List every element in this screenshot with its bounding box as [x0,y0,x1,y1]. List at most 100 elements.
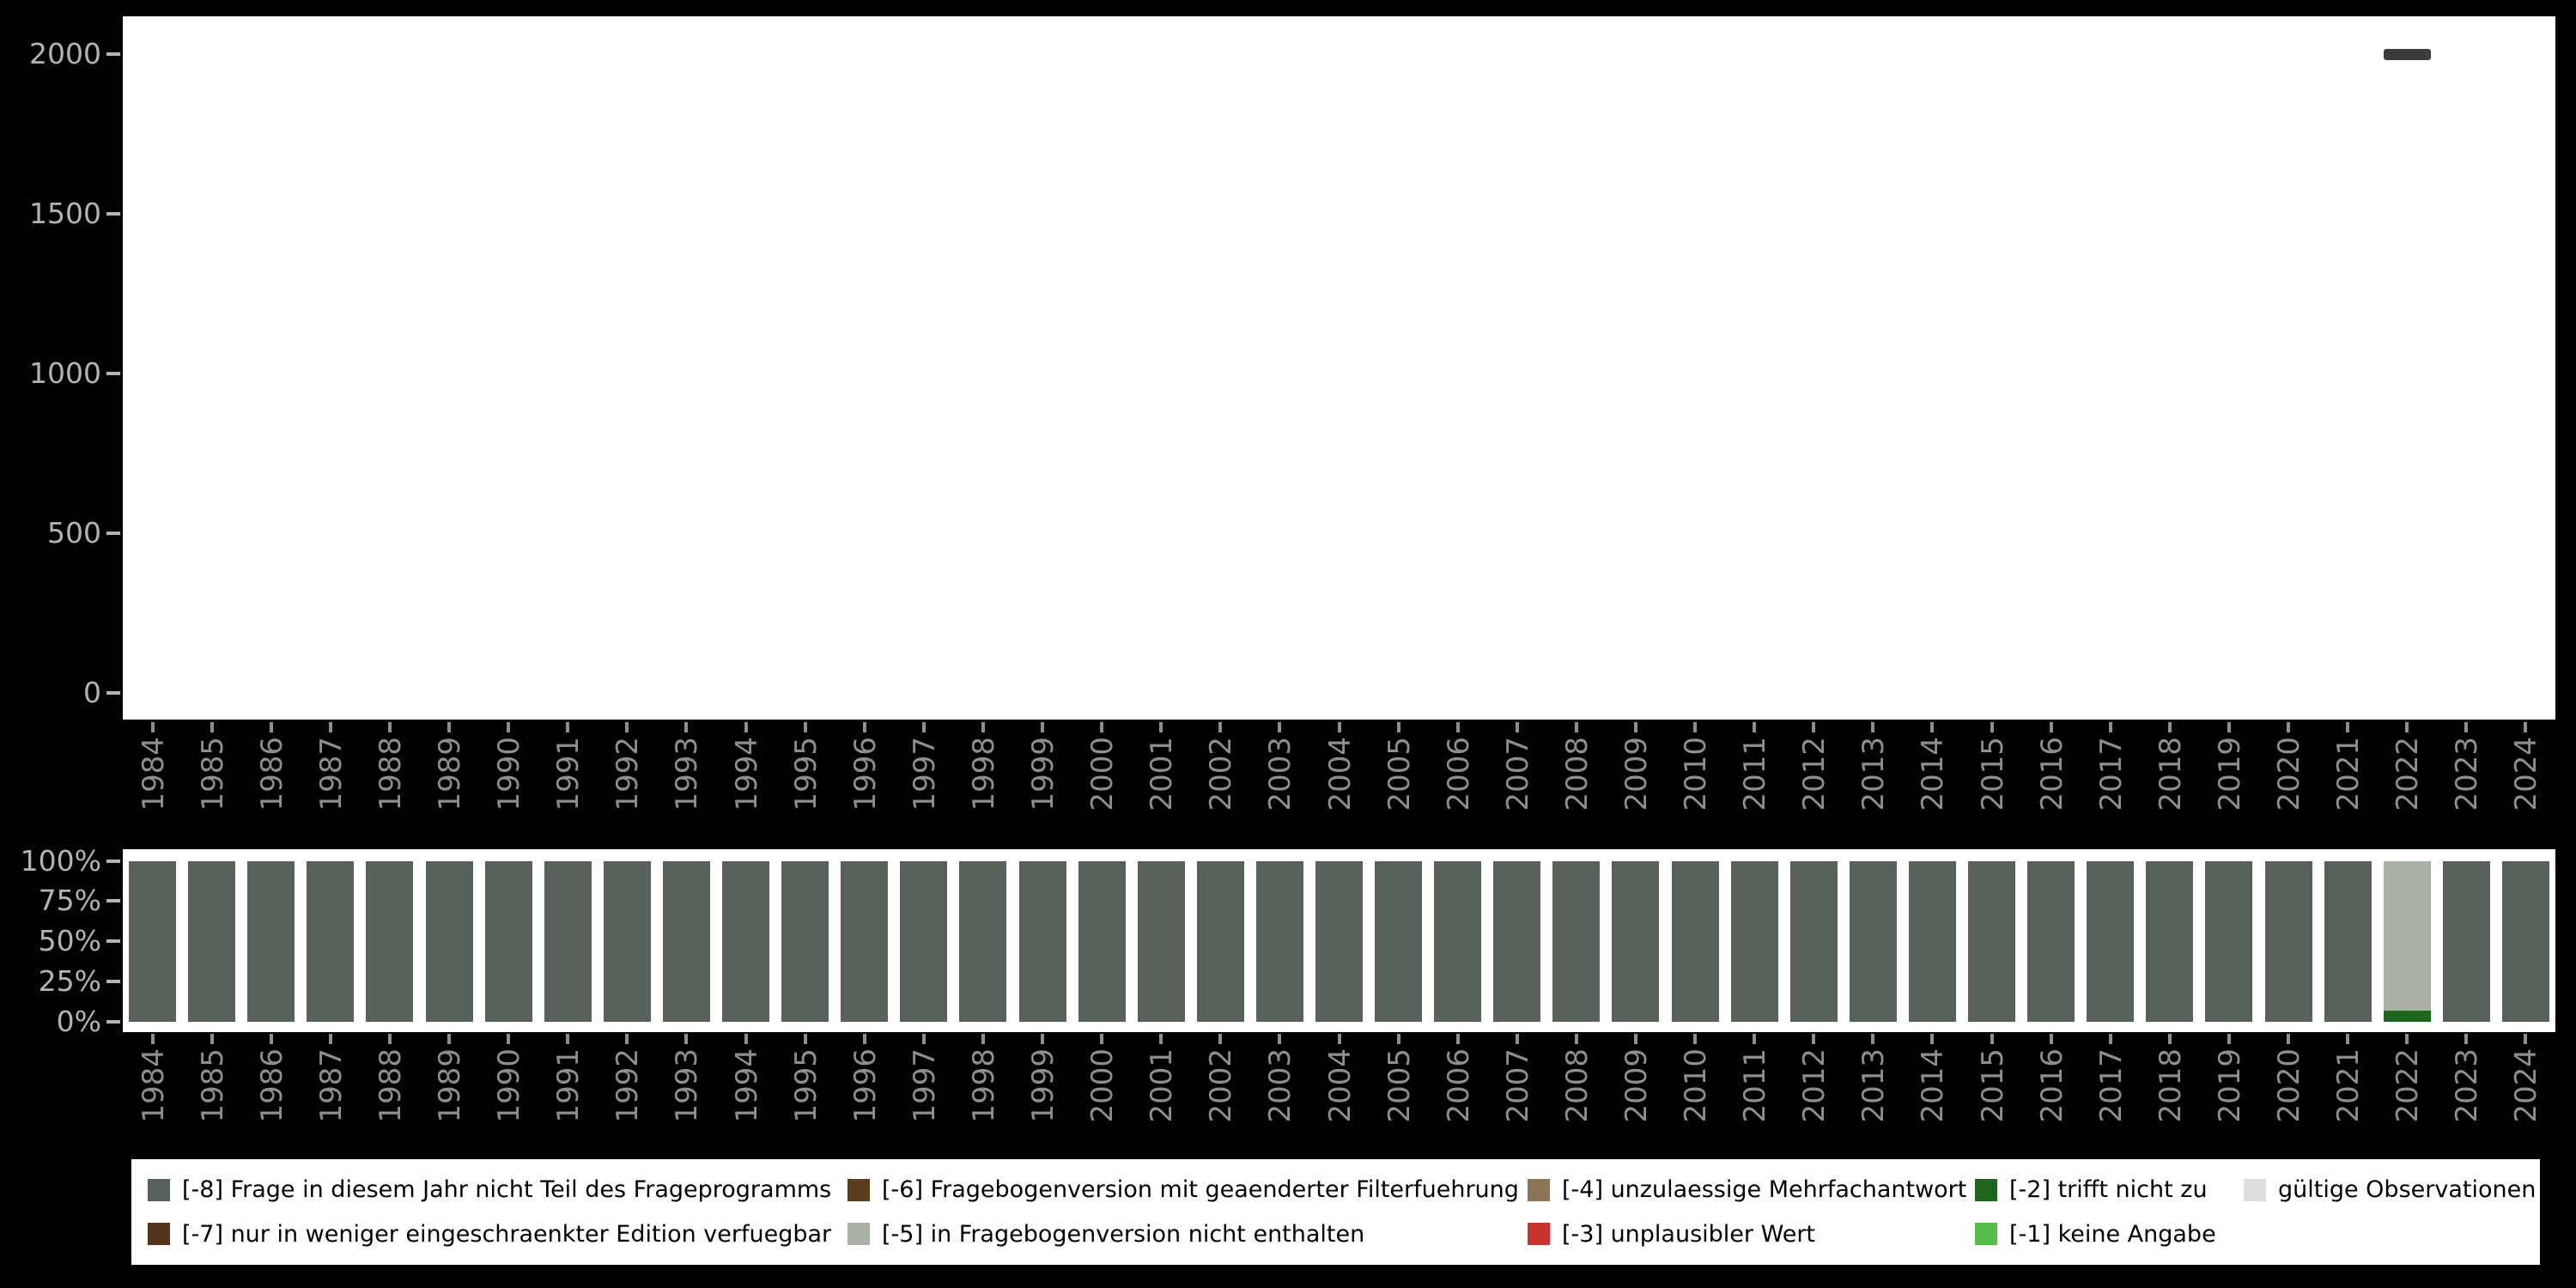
year-axis-label: 2020 [2272,1048,2307,1123]
year-axis-tick-mark [1990,1034,1994,1044]
stacked-bar-segment [2205,860,2253,1022]
observations-count-plot-area [123,16,2555,720]
year-axis-tick-mark [625,722,629,732]
legend-item: [-1] keine Angabe [1975,1221,2244,1248]
year-axis-tick-mark [2464,1034,2469,1044]
legend: [-8] Frage in diesem Jahr nicht Teil des… [131,1159,2540,1265]
stacked-bar-segment [662,860,710,1022]
year-axis-label: 2010 [1679,1048,1714,1123]
stacked-bar-segment [484,860,532,1022]
legend-swatch [148,1223,170,1246]
year-axis-tick-mark [1930,722,1935,732]
year-axis-tick-mark [2108,1034,2112,1044]
stacked-bar-segment [1493,860,1541,1022]
count-axis-tick-label: 2000 [29,37,101,70]
year-axis-label: 2014 [1916,737,1951,811]
year-axis-label: 2016 [2034,1048,2069,1123]
year-axis-tick-mark [1455,1034,1460,1044]
year-axis-tick-mark [1100,722,1104,732]
year-axis-label: 1997 [907,1048,942,1123]
year-axis-label: 1996 [848,1048,883,1123]
legend-swatch [848,1223,870,1246]
stacked-bar-segment [900,860,948,1022]
year-axis-tick-mark [1455,722,1460,732]
year-axis-label: 2003 [1263,737,1298,811]
year-axis-tick-mark [803,1034,807,1044]
year-axis-tick-mark [981,722,985,732]
year-axis-label: 1989 [433,737,468,811]
year-axis-label: 2020 [2272,737,2307,811]
year-axis-label: 1999 [1026,1048,1060,1123]
year-axis-label: 2024 [2509,1048,2544,1123]
year-axis-tick-mark [1396,1034,1400,1044]
year-axis-label: 1995 [788,1048,823,1123]
year-axis-label: 1993 [670,1048,705,1123]
year-axis-tick-mark [1041,722,1044,732]
stacked-bar-segment [1612,860,1660,1022]
year-axis-label: 2016 [2034,737,2069,811]
year-axis-tick-mark [2346,722,2350,732]
year-axis-tick-mark [2167,1034,2172,1044]
year-axis-label: 2010 [1679,737,1714,811]
legend-label: [-1] keine Angabe [2009,1220,2216,1248]
year-axis-label: 1999 [1026,737,1060,811]
year-axis-tick-mark [1337,722,1341,732]
stacked-bar-segment [1730,860,1778,1022]
stacked-bar-segment [1849,860,1897,1022]
year-axis-tick-mark [1278,722,1282,732]
stacked-bar-segment [1255,860,1303,1022]
legend-swatch [2244,1178,2266,1201]
legend-label: [-8] Frage in diesem Jahr nicht Teil des… [182,1176,832,1204]
count-axis-tick-mark [106,691,120,695]
stacked-bar-segment [366,860,414,1022]
observation-count-marker [2383,48,2431,60]
year-axis-label: 1992 [611,737,646,811]
stacked-bar-segment [1671,860,1719,1022]
stacked-bar-segment [2146,860,2194,1022]
stacked-bar-segment [2383,860,2431,1011]
legend-item: [-6] Fragebogenversion mit geaenderter F… [848,1176,1528,1203]
year-axis-tick-mark [684,1034,689,1044]
year-axis-label: 2002 [1204,1048,1239,1123]
count-axis-tick-mark [106,372,120,375]
stacked-bar-segment [188,860,236,1022]
year-axis-label: 1987 [313,1048,349,1123]
year-axis-label: 2007 [1500,737,1535,811]
year-axis-tick-mark [447,722,452,732]
year-axis-label: 2011 [1738,1048,1773,1123]
year-axis-label: 2000 [1085,737,1121,811]
year-axis-label: 2009 [1619,737,1654,811]
year-axis-tick-mark [1278,1034,1282,1044]
legend-swatch [148,1178,170,1201]
stacked-bar-segment [1552,860,1601,1022]
year-axis-tick-mark [1871,1034,1875,1044]
stacked-bar-segment [2383,1010,2431,1022]
percent-axis-tick-mark [106,1020,120,1024]
year-axis-tick-mark [684,722,689,732]
count-axis-tick-mark [106,212,120,216]
percent-axis-tick-mark [106,859,120,863]
year-axis-tick-mark [1990,722,1994,732]
year-axis-label: 2009 [1619,1048,1654,1123]
stacked-bar-segment [781,860,829,1022]
legend-item: [-7] nur in weniger eingeschraenkter Edi… [148,1221,848,1248]
stacked-bar-segment [2087,860,2135,1022]
year-axis-tick-mark [210,722,214,732]
year-axis-tick-mark [1337,1034,1341,1044]
legend-item: [-2] trifft nicht zu [1975,1176,2244,1203]
stacked-bar-segment [722,860,770,1022]
year-axis-tick-mark [1574,1034,1578,1044]
percent-axis-tick-mark [106,939,120,944]
percent-axis-tick-label: 25% [38,964,101,999]
year-axis-tick-mark [1753,722,1757,732]
legend-swatch [1975,1223,1997,1246]
stacked-bar-segment [1968,860,2016,1022]
stacked-bar-segment [1137,860,1185,1022]
year-axis-tick-mark [1633,722,1637,732]
year-axis-label: 2018 [2153,737,2188,811]
year-axis-label: 1993 [670,737,705,811]
year-axis-label: 1988 [373,737,408,811]
year-axis-label: 2024 [2509,737,2544,811]
year-axis-tick-mark [2287,722,2291,732]
stacked-bar-segment [1789,860,1838,1022]
